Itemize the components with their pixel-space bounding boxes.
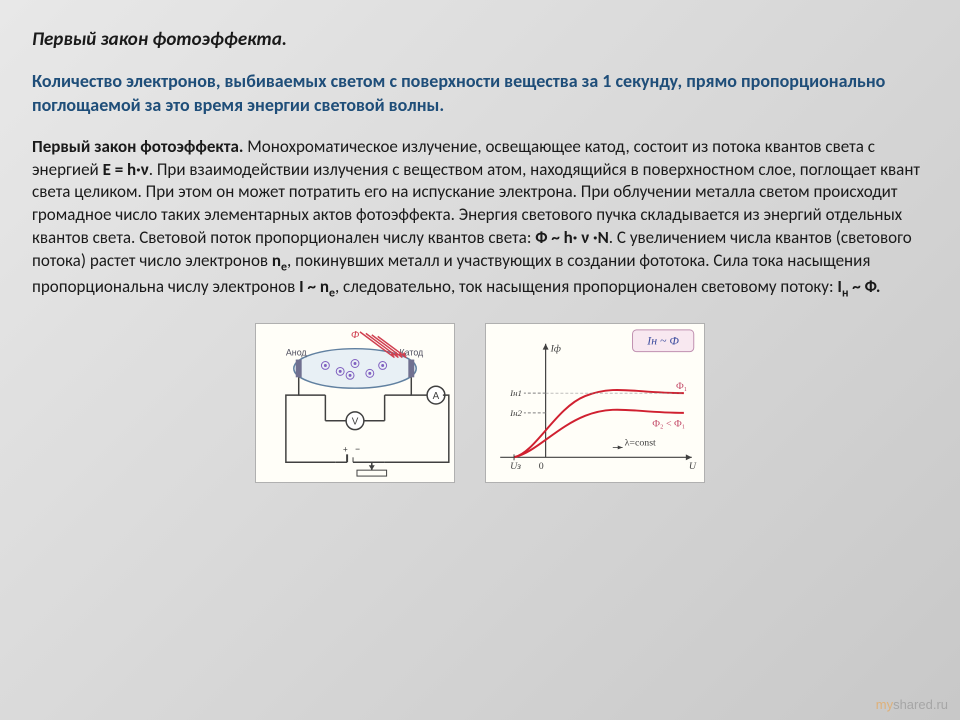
circuit-diagram: АнодКатодΦAV+− [255, 323, 455, 483]
formula-current: I ~ n [299, 276, 329, 297]
svg-text:0: 0 [539, 461, 544, 472]
watermark-my: my [876, 697, 893, 712]
law-statement: Количество электронов, выбиваемых светом… [32, 69, 928, 118]
figures-row: АнодКатодΦAV+− Iн ~ ФIфU0UзIн1Iн2Ф₁Ф₂ < … [32, 323, 928, 483]
body-p5: , следовательно, ток насыщения пропорцио… [335, 276, 837, 297]
svg-text:Анод: Анод [286, 348, 308, 358]
formula-flux: Ф ~ h· ν ·N [535, 227, 609, 248]
body-lead: Первый закон фотоэффекта. [32, 136, 243, 157]
svg-text:Ф₂ < Ф₁: Ф₂ < Ф₁ [652, 419, 685, 430]
svg-text:Φ: Φ [351, 329, 359, 341]
watermark-ru: .ru [933, 697, 948, 712]
watermark: myshared.ru [876, 697, 948, 712]
formula-sat-end: ~ Ф. [848, 276, 880, 297]
svg-text:Iн2: Iн2 [509, 408, 522, 418]
svg-text:Ф₁: Ф₁ [676, 381, 687, 392]
svg-text:Uз: Uз [510, 461, 521, 472]
watermark-shared: shared [893, 697, 933, 712]
iv-chart: Iн ~ Ф Iф U 0 Uз Iн1 Iн2 Ф₁ Ф₂ < Ф₁ λ=const [485, 323, 705, 483]
svg-text:−: − [355, 443, 360, 456]
svg-text:Iн1: Iн1 [509, 388, 522, 398]
body-paragraph: Первый закон фотоэффекта. Монохроматичес… [32, 136, 928, 302]
svg-text:Iф: Iф [550, 344, 561, 355]
svg-text:λ=const: λ=const [625, 438, 656, 449]
svg-text:V: V [352, 417, 359, 428]
formula-energy: E = h·ν [103, 159, 149, 180]
page-title: Первый закон фотоэффекта. [32, 28, 928, 51]
svg-text:+: + [343, 446, 348, 456]
svg-text:U: U [689, 461, 697, 472]
svg-text:A: A [433, 391, 440, 402]
ne-symbol: n [272, 250, 281, 271]
svg-text:Iн ~ Ф: Iн ~ Ф [646, 334, 679, 348]
